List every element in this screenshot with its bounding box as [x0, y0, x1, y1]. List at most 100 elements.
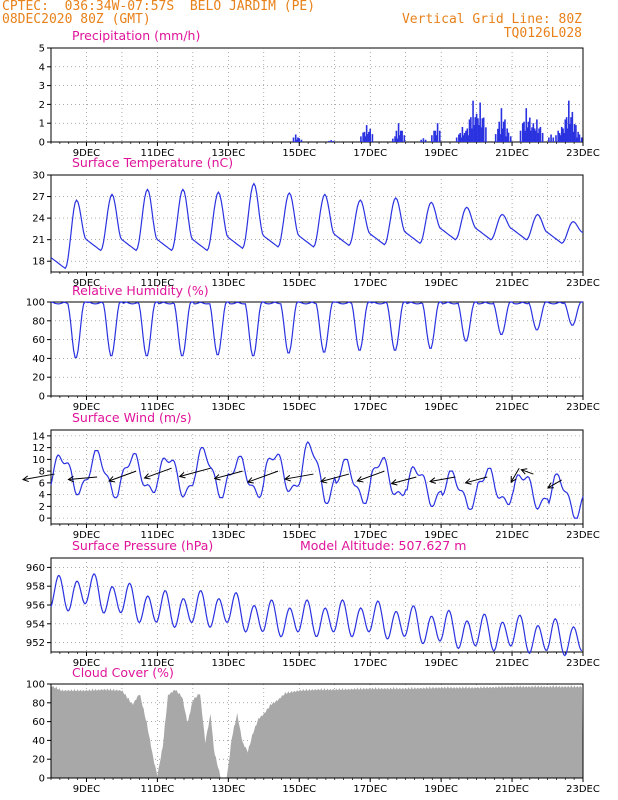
x-tick-label: 13DEC — [211, 148, 245, 159]
precip-bar — [534, 130, 537, 142]
header-model: TQ0126L028 — [503, 26, 582, 41]
y-tick-label: 5 — [39, 44, 45, 55]
x-tick-label: 15DEC — [282, 278, 316, 289]
precip-bar — [395, 130, 398, 142]
precip-bar — [403, 135, 406, 142]
plot-frame-overlay — [50, 683, 584, 779]
precip-bar — [364, 136, 367, 142]
y-tick-label: 40 — [32, 354, 45, 365]
precip-bar — [431, 135, 433, 142]
precip-bar — [332, 140, 335, 142]
panel-title: Cloud Cover (%) — [72, 665, 174, 680]
x-tick-label: 17DEC — [353, 402, 387, 413]
precip-bar — [548, 137, 550, 142]
precip-bar — [501, 128, 504, 142]
precip-bar — [550, 134, 552, 142]
precip-bar — [524, 130, 526, 142]
precip-bar — [565, 117, 568, 142]
x-tick-label: 23DEC — [566, 402, 600, 413]
precip-bar — [538, 128, 540, 142]
precip-bar — [294, 134, 297, 142]
precip-bar — [438, 130, 441, 142]
pressure-line — [50, 573, 583, 657]
humidity-line — [50, 301, 583, 359]
precip-bar — [473, 125, 476, 142]
x-tick-label: 15DEC — [282, 658, 316, 669]
precip-bar — [459, 132, 462, 142]
x-tick-label: 21DEC — [495, 148, 529, 159]
y-tick-label: 21 — [32, 235, 45, 246]
y-tick-label: 40 — [32, 736, 45, 747]
x-tick-label: 23DEC — [566, 784, 600, 795]
wind-arrow — [356, 470, 385, 483]
precip-bar — [539, 126, 542, 142]
precip-bar — [292, 137, 295, 142]
precip-bar — [519, 130, 522, 142]
precip-bar — [467, 135, 469, 142]
precip-bar — [396, 138, 399, 142]
y-tick-label: 30 — [32, 171, 45, 182]
x-tick-label: 21DEC — [495, 278, 529, 289]
precip-bar — [526, 127, 529, 142]
panel-1: Precipitation (mm/h) 0 1 2 3 4 5 9DEC 11DEC 13DEC… — [39, 28, 600, 159]
precip-bar — [570, 117, 572, 142]
y-tick-label: 27 — [32, 192, 45, 203]
x-tick-label: 21DEC — [495, 402, 529, 413]
x-tick-label: 19DEC — [424, 530, 458, 541]
precip-bar — [369, 128, 371, 142]
precip-bar — [500, 108, 503, 142]
precip-bar — [300, 139, 303, 142]
y-tick-label: 4 — [39, 62, 45, 73]
precip-bar — [531, 127, 533, 142]
x-tick-label: 9DEC — [73, 148, 100, 159]
model-altitude-label: Model Altitude: 507.627 m — [300, 538, 466, 553]
wind-arrow — [320, 473, 350, 484]
wind-arrow — [464, 476, 488, 485]
plot-frame — [50, 174, 584, 273]
x-tick-label: 23DEC — [566, 148, 600, 159]
precip-bar — [360, 136, 362, 142]
precip-bar — [498, 121, 501, 142]
precip-bar — [562, 128, 564, 142]
precip-bar — [559, 135, 562, 142]
x-tick-label: 9DEC — [73, 278, 100, 289]
y-tick-label: 2 — [39, 100, 45, 111]
x-tick-label: 23DEC — [566, 658, 600, 669]
precip-bar — [392, 138, 394, 142]
x-tick-label: 19DEC — [424, 784, 458, 795]
precip-bar — [298, 138, 301, 142]
precip-bar — [577, 131, 579, 142]
panel-title: Precipitation (mm/h) — [72, 28, 200, 43]
precip-bar — [367, 134, 369, 142]
precip-bar — [552, 137, 555, 142]
precip-bar — [463, 132, 466, 142]
precip-bar — [363, 131, 366, 142]
precip-bar — [505, 136, 508, 142]
x-tick-label: 17DEC — [353, 148, 387, 159]
precip-bar — [504, 119, 506, 142]
header-grid-line: Vertical Grid Line: 80Z — [401, 12, 582, 27]
wind-arrow — [108, 470, 137, 483]
panel-2: Surface Temperature (nC) 18 21 24 27 30 9DEC 11… — [32, 155, 600, 289]
x-tick-label: 17DEC — [353, 784, 387, 795]
precip-bar — [462, 135, 465, 142]
x-tick-label: 9DEC — [73, 402, 100, 413]
precip-bar — [433, 130, 435, 142]
y-tick-label: 20 — [32, 373, 45, 384]
precip-bar — [563, 132, 565, 142]
precip-bar — [536, 119, 538, 142]
x-tick-label: 13DEC — [211, 278, 245, 289]
precip-bar — [474, 117, 477, 142]
panel-title: Surface Wind (m/s) — [72, 410, 192, 425]
precip-bar — [328, 140, 330, 142]
precip-bar — [424, 139, 427, 142]
precip-bar — [401, 130, 403, 142]
precip-bar — [466, 128, 469, 142]
precip-bar — [527, 121, 530, 142]
precip-bar — [506, 128, 508, 142]
precip-bar — [480, 127, 483, 142]
panel-title: Surface Pressure (hPa) — [72, 538, 213, 553]
x-tick-label: 21DEC — [495, 658, 529, 669]
precip-bar — [564, 119, 567, 142]
precip-bar — [580, 137, 583, 142]
